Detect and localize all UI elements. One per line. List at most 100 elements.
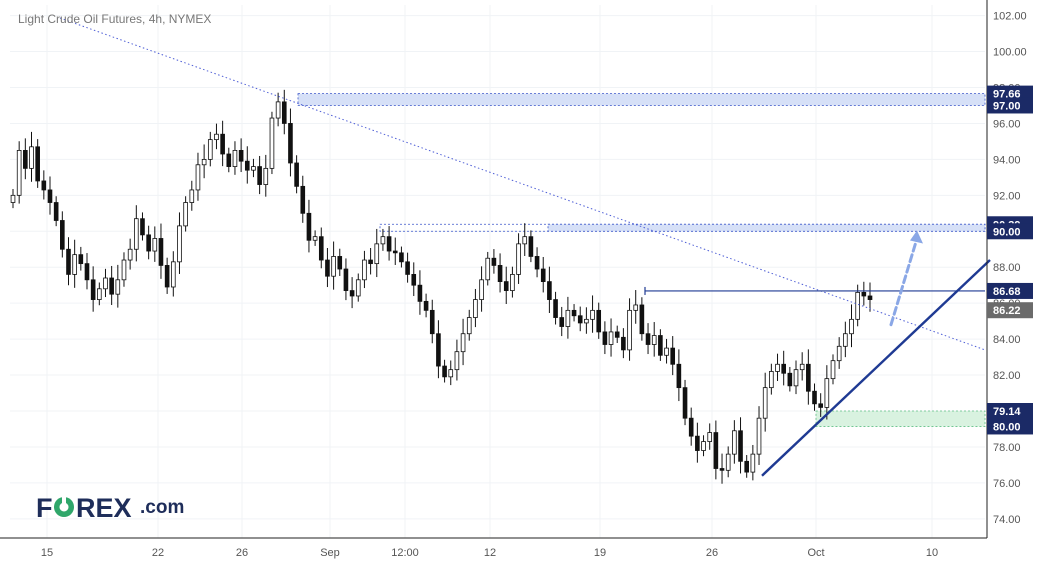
candle-body — [510, 274, 515, 291]
overlay-layer — [59, 17, 991, 477]
candle — [608, 318, 614, 357]
candle-body — [300, 185, 306, 214]
candle — [750, 444, 756, 481]
candle — [238, 138, 244, 173]
resistance-zone-90 — [547, 223, 986, 232]
badge-86-68: 86.68 — [987, 282, 1033, 299]
candle-body — [725, 453, 731, 471]
candle — [596, 302, 602, 339]
candle-body — [380, 236, 386, 245]
candle-body — [799, 363, 805, 371]
candle-body — [78, 254, 84, 265]
candle-body — [861, 291, 867, 297]
candle — [781, 350, 786, 386]
badge-90-00-label: 90.00 — [993, 226, 1021, 238]
candle — [744, 455, 750, 478]
price-tick-label: 76.00 — [993, 478, 1021, 490]
candle-body — [849, 318, 854, 335]
candle-body — [29, 146, 34, 169]
candle — [152, 226, 158, 262]
candle-body — [183, 202, 188, 227]
candle — [300, 175, 306, 223]
candle-body — [442, 365, 447, 378]
candle-body — [651, 335, 657, 345]
candle-body — [534, 256, 540, 270]
time-tick-label: Oct — [807, 547, 824, 559]
candle — [127, 238, 133, 270]
grid-layer — [10, 5, 985, 538]
candle — [448, 360, 454, 386]
candle — [23, 138, 28, 180]
candle — [78, 246, 84, 271]
candle — [399, 246, 404, 268]
candle — [540, 256, 546, 293]
candle — [90, 266, 96, 312]
candle-body — [244, 160, 250, 171]
candle — [121, 252, 127, 287]
candle-body — [540, 268, 546, 282]
candle — [719, 453, 725, 484]
badge-97-00: 97.00 — [987, 97, 1033, 114]
candle-body — [207, 139, 213, 160]
candle — [35, 139, 40, 188]
candle — [485, 251, 491, 286]
candle — [843, 321, 848, 358]
price-tick-label: 92.00 — [993, 190, 1021, 202]
candle — [411, 262, 417, 297]
candle-body — [170, 261, 176, 288]
candle — [331, 241, 336, 290]
badge-97-00-bg — [987, 97, 1033, 114]
candle — [651, 322, 657, 357]
candle — [602, 321, 608, 355]
candle — [275, 92, 281, 127]
price-tick-label: 102.00 — [993, 11, 1027, 23]
candle-body — [84, 263, 90, 281]
candle-body — [547, 281, 552, 300]
badge-79-14: 79.14 — [987, 403, 1033, 419]
candle — [732, 420, 737, 464]
price-tick-label: 100.00 — [993, 47, 1027, 59]
candle-body — [53, 202, 59, 221]
candle-body — [497, 265, 503, 282]
candle — [294, 155, 299, 194]
candle-body — [460, 333, 466, 353]
candle-body — [793, 369, 799, 387]
candle-body — [830, 360, 836, 380]
candle-body — [164, 265, 170, 288]
candle — [177, 212, 182, 274]
candle — [115, 264, 121, 308]
candle-body — [417, 284, 423, 302]
candle-body — [318, 236, 324, 261]
candle — [466, 309, 472, 341]
candle — [812, 383, 817, 411]
candle — [97, 282, 102, 306]
candle — [756, 406, 762, 465]
badge-80-00-bg — [987, 418, 1033, 435]
candle — [528, 230, 534, 263]
candle — [645, 323, 651, 355]
candle — [257, 155, 262, 195]
candle-body — [806, 363, 811, 392]
candle-body — [60, 220, 65, 250]
candle — [571, 304, 577, 322]
candle — [72, 239, 77, 288]
badge-86-68-label: 86.68 — [993, 286, 1021, 298]
candle-body — [423, 300, 429, 311]
candle — [867, 282, 873, 312]
candle-body — [633, 304, 639, 311]
candle-body — [201, 158, 207, 166]
candle-body — [867, 295, 873, 300]
candle — [442, 359, 447, 383]
candle — [590, 295, 595, 333]
logo-o-icon — [54, 497, 74, 517]
candle — [639, 297, 645, 341]
badge-90-00: 90.00 — [987, 223, 1033, 240]
candle — [318, 227, 324, 269]
candle-body — [565, 309, 571, 327]
candle-body — [257, 166, 262, 185]
candle — [565, 296, 571, 339]
candle-body — [473, 299, 478, 318]
candle — [84, 253, 90, 290]
candle — [355, 273, 361, 302]
candle-body — [738, 430, 743, 462]
